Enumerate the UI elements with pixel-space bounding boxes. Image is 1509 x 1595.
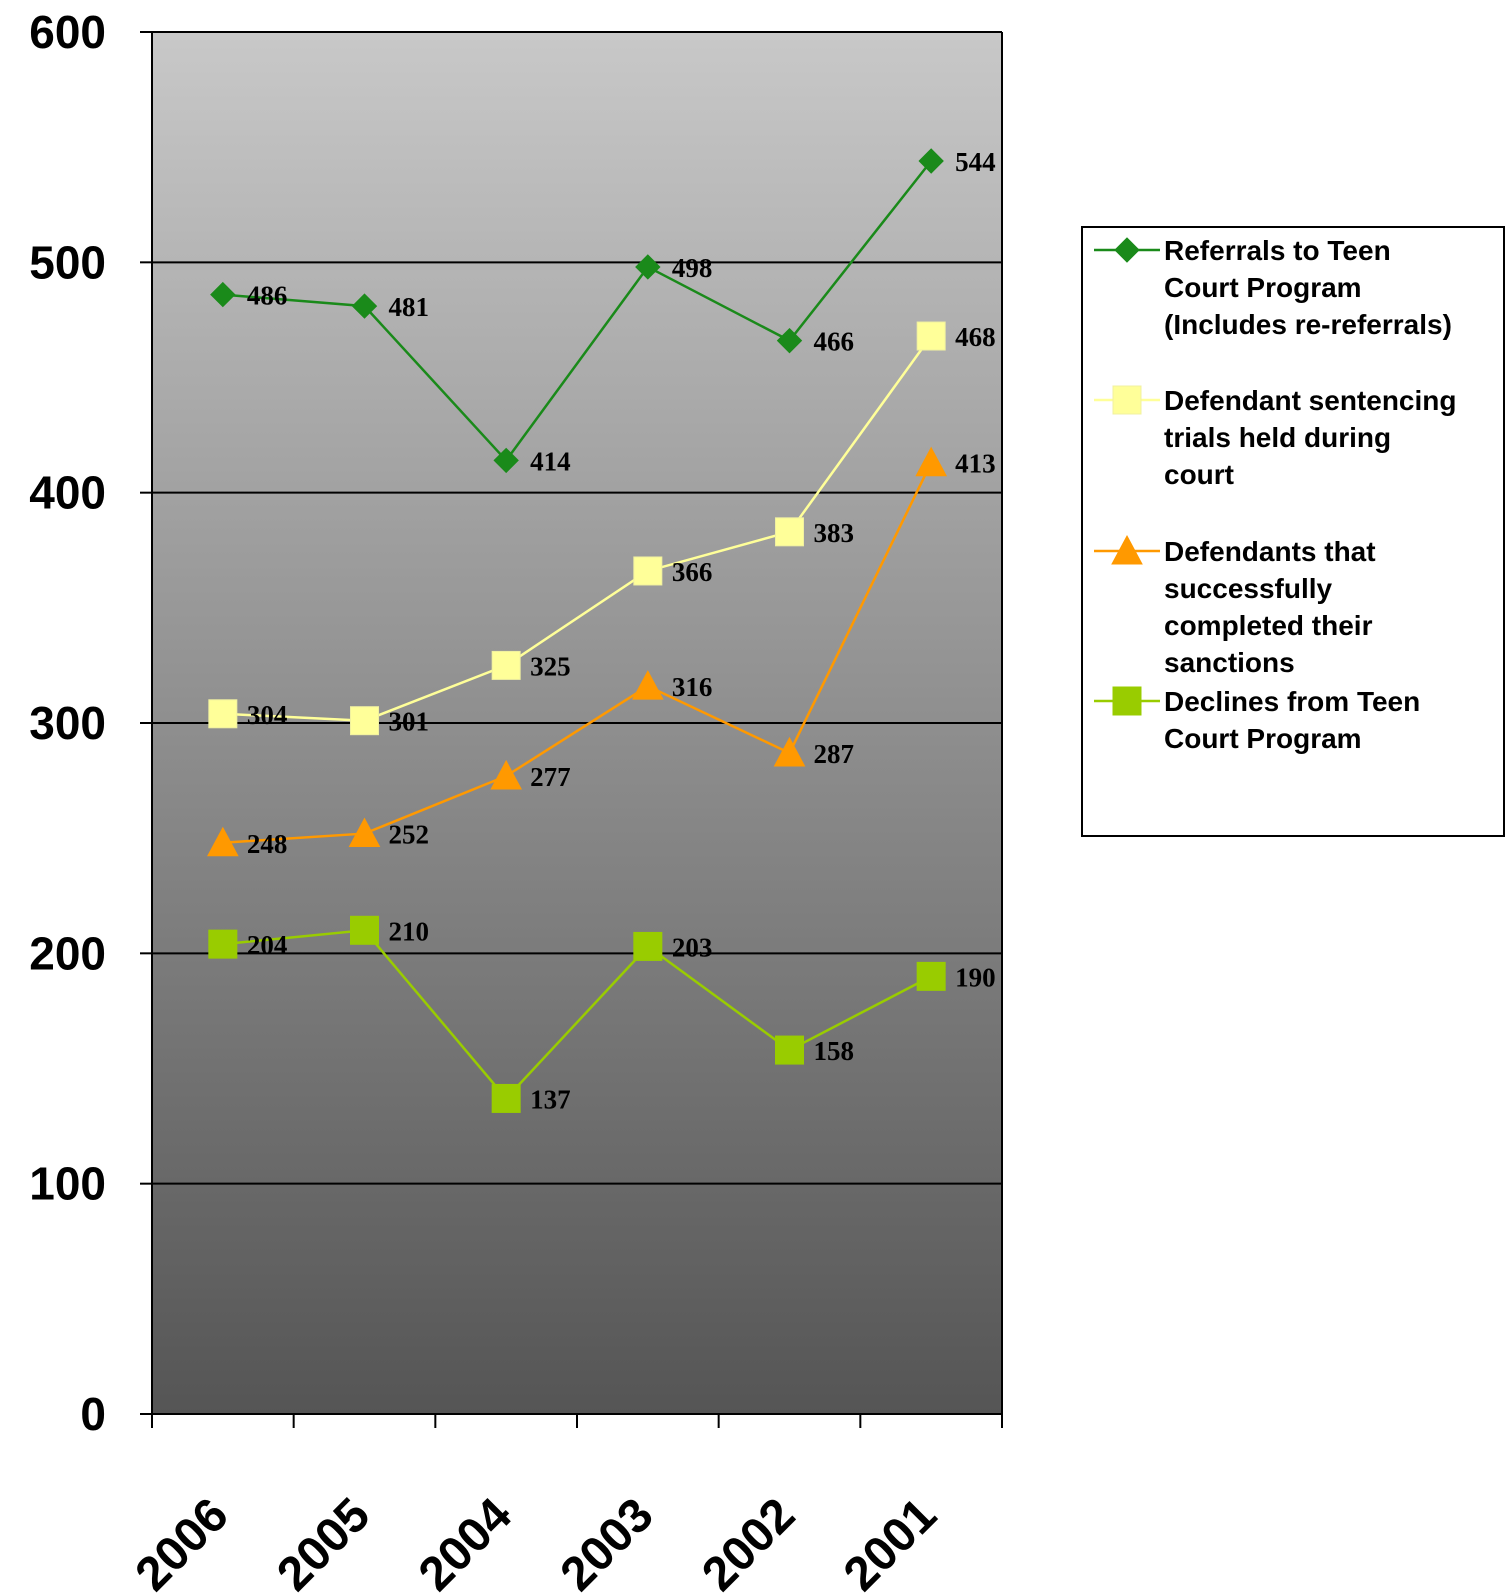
legend-label: Defendant sentencing	[1164, 385, 1456, 416]
data-point-marker	[633, 931, 663, 961]
legend-label: successfully	[1164, 573, 1333, 604]
data-point-marker	[208, 929, 238, 959]
x-axis-tick-labels: 2006 2005 2004 2003 2002 2001	[126, 1488, 947, 1595]
data-point-marker	[350, 915, 379, 945]
data-point-marker	[350, 706, 379, 736]
data-label: 158	[814, 1036, 855, 1066]
legend-label: Declines from Teen	[1164, 686, 1420, 717]
legend-swatch-marker	[1114, 237, 1140, 263]
data-label: 204	[247, 930, 287, 960]
x-tick-label: 2006	[126, 1488, 239, 1595]
data-label: 413	[955, 449, 996, 479]
series-1: 486 481 414 498 466 544	[210, 147, 996, 476]
series-line	[222, 928, 932, 1101]
series-line	[222, 462, 933, 845]
data-label: 203	[672, 932, 713, 962]
legend-swatch-marker	[1111, 534, 1143, 565]
data-label: 301	[389, 707, 430, 737]
data-label: 210	[389, 916, 430, 946]
y-tick-label: 600	[29, 6, 106, 58]
data-point-marker	[631, 670, 664, 700]
data-point-marker	[491, 1083, 521, 1113]
y-tick-label: 300	[29, 697, 106, 749]
data-point-marker	[210, 281, 236, 308]
legend-label: Defendants that	[1164, 536, 1376, 567]
legend-item: Declines from Teen Court Program	[1094, 686, 1420, 754]
legend-label: court	[1164, 459, 1234, 490]
data-label: 481	[389, 292, 430, 322]
legend-item: Defendants that successfully completed the…	[1094, 534, 1376, 678]
axes	[140, 31, 1003, 1428]
x-tick-label: 2005	[267, 1488, 380, 1595]
data-label: 248	[247, 829, 287, 859]
data-point-marker	[206, 826, 239, 857]
data-label: 544	[955, 147, 996, 177]
legend-box	[1081, 226, 1505, 837]
series-2: 304 301 325 366 383 468	[208, 321, 996, 737]
series-line	[222, 160, 933, 463]
y-tick-label: 500	[29, 236, 106, 288]
series-3: 248 252 277 316 287 413	[206, 446, 996, 859]
data-label: 366	[672, 557, 713, 587]
legend-item: Defendant sentencing trials held during co…	[1094, 385, 1456, 490]
data-point-marker	[775, 517, 804, 547]
legend-label: Referrals to Teen	[1164, 235, 1391, 266]
data-point-marker	[918, 148, 944, 174]
data-label: 383	[814, 518, 855, 548]
data-label: 137	[530, 1084, 571, 1114]
data-label: 287	[814, 739, 855, 769]
data-label: 277	[530, 762, 571, 792]
data-label: 498	[672, 253, 713, 283]
series-4: 204 210 137 203 158 190	[208, 915, 996, 1114]
data-point-marker	[490, 759, 523, 790]
x-tick-label: 2003	[551, 1488, 664, 1595]
legend-swatch-marker	[1112, 385, 1142, 415]
data-point-marker	[775, 1035, 804, 1065]
legend-label: completed their	[1164, 610, 1373, 641]
data-point-marker	[633, 556, 663, 586]
data-point-marker	[351, 293, 378, 319]
data-point-marker	[915, 446, 948, 477]
legend-label: Court Program	[1164, 272, 1362, 303]
data-point-marker	[348, 817, 381, 848]
data-label: 190	[955, 962, 996, 992]
data-label: 325	[530, 651, 571, 681]
legend-swatch-marker	[1112, 686, 1142, 716]
y-axis-tick-labels: 0 100 200 300 400 500 600	[29, 6, 106, 1440]
data-point-marker	[208, 699, 238, 729]
data-point-marker	[773, 736, 806, 767]
data-point-marker	[491, 650, 521, 680]
y-tick-label: 200	[29, 927, 106, 979]
data-point-marker	[635, 254, 661, 280]
series-line	[222, 335, 933, 722]
data-point-marker	[916, 961, 946, 991]
legend: Referrals to Teen Court Program (Includes …	[1081, 226, 1505, 837]
x-tick-label: 2001	[834, 1488, 947, 1595]
x-tick-label: 2004	[409, 1488, 522, 1595]
legend-label: Court Program	[1164, 723, 1362, 754]
data-label: 414	[530, 446, 571, 476]
data-label: 316	[672, 672, 713, 702]
y-tick-label: 400	[29, 467, 106, 519]
legend-label: trials held during	[1164, 422, 1391, 453]
legend-item: Referrals to Teen Court Program (Includes …	[1094, 235, 1452, 340]
y-tick-label: 100	[29, 1158, 106, 1210]
x-tick-label: 2002	[692, 1488, 805, 1595]
data-point-marker	[493, 447, 519, 474]
data-point-marker	[916, 321, 946, 351]
legend-label: sanctions	[1164, 647, 1295, 678]
data-label: 252	[389, 820, 430, 850]
data-label: 486	[247, 281, 287, 311]
data-label: 468	[955, 322, 996, 352]
data-label: 466	[814, 327, 855, 357]
y-tick-label: 0	[80, 1388, 106, 1440]
data-label: 304	[247, 700, 287, 730]
legend-label: (Includes re-referrals)	[1164, 309, 1452, 340]
data-point-marker	[776, 327, 803, 354]
